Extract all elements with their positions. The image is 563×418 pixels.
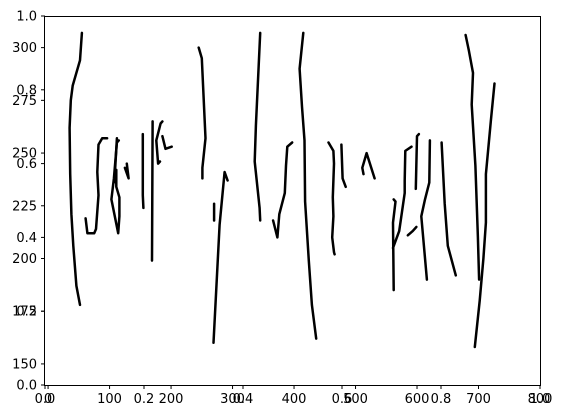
stroke-line-2 (84, 137, 109, 235)
stroke-line-10 (197, 46, 207, 180)
stroke-line-17 (340, 143, 347, 189)
pixel-ytick-label: 250 (12, 147, 37, 162)
pixel-ytick-label: 300 (12, 41, 37, 56)
pixel-xtick-label: 400 (282, 392, 307, 407)
axes-frame (44, 16, 541, 386)
pixel-xtick-label: 500 (343, 392, 368, 407)
stroke-line-9 (155, 120, 164, 165)
pixel-ytick-label: 150 (12, 357, 37, 372)
pixel-xtick-label: 0 (44, 392, 52, 407)
stroke-line-21 (406, 225, 418, 237)
stroke-line-24 (420, 139, 432, 281)
pixel-xtick-label: 800 (528, 392, 553, 407)
stroke-line-5 (123, 162, 130, 180)
stroke-line-26 (473, 82, 496, 349)
stroke-line-6 (141, 132, 145, 210)
normalized-xtick-label: 0.0 (35, 392, 56, 407)
normalized-ytick-label: 1.0 (16, 10, 37, 25)
stroke-line-11 (212, 170, 229, 345)
stroke-line-20 (391, 198, 397, 292)
normalized-ytick-label: 0.6 (16, 157, 37, 172)
normalized-xtick-label: 0.6 (332, 392, 353, 407)
stroke-line-7 (161, 134, 173, 151)
pixel-ytick-label: 200 (12, 252, 37, 267)
pixel-xtick-label: 200 (159, 392, 184, 407)
pixel-axis-ticks: 0 100 200 300 400 500 600 700 800 150 175 200 225 250… (12, 41, 552, 407)
pixel-ytick-label: 175 (12, 305, 37, 320)
stroke-line-19 (391, 145, 413, 250)
stroke-line-14 (271, 141, 294, 239)
pixel-xtick-label: 100 (97, 392, 122, 407)
normalized-xtick-label: 0.4 (233, 392, 254, 407)
normalized-ytick-label: 0.4 (16, 231, 37, 246)
normalized-ytick-label: 0.2 (16, 305, 37, 320)
normalized-ytick-label: 0.8 (16, 83, 37, 98)
pixel-xtick-label: 700 (466, 392, 491, 407)
normalized-ytick-label: 0.0 (16, 379, 37, 394)
stroke-line-1 (68, 31, 84, 307)
stroke-line-13 (253, 31, 262, 222)
normalized-axis-ticks: 0.0 0.2 0.4 0.6 0.8 1.0 0.0 0.2 0.4 0.6 0.8 1.0 (16, 10, 550, 408)
pixel-xtick-label: 600 (405, 392, 430, 407)
pixel-xtick-label: 300 (220, 392, 245, 407)
stroke-line-25 (464, 33, 481, 281)
stroke-line-8 (150, 120, 154, 262)
stroke-line-4 (113, 137, 119, 184)
stroke-line-16 (327, 141, 336, 256)
stroke-line-18 (361, 151, 376, 180)
stroke-line-22 (414, 132, 421, 191)
plot-lines (68, 31, 496, 349)
normalized-xtick-label: 0.2 (134, 392, 155, 407)
pixel-ytick-label: 225 (12, 199, 37, 214)
normalized-xtick-label: 0.8 (431, 392, 452, 407)
stroke-line-15 (298, 31, 318, 340)
normalized-xtick-label: 1.0 (530, 392, 551, 407)
stroke-line-23 (440, 141, 458, 277)
pixel-ytick-label: 275 (12, 94, 37, 109)
